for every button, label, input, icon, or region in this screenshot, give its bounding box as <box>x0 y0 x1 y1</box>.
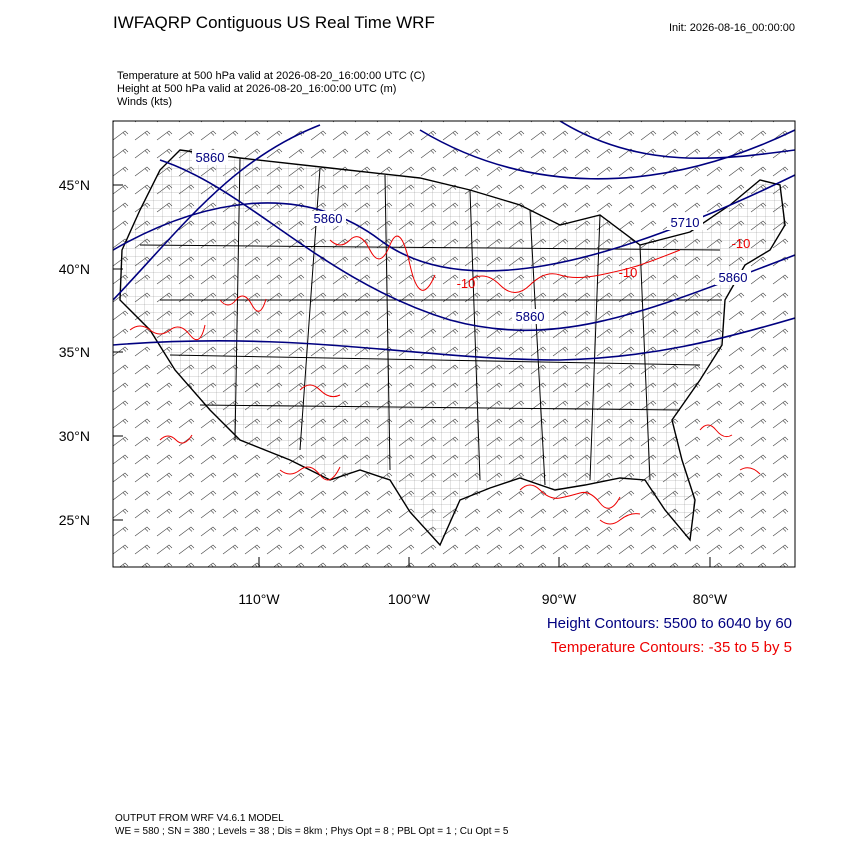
legend-height: Height Contours: 5500 to 6040 by 60 <box>547 615 792 632</box>
lon-label: 110°W <box>238 591 280 607</box>
temperature-contour-label: -10 <box>732 236 751 251</box>
height-contour-label: 5860 <box>196 150 225 165</box>
temperature-contour-label: -10 <box>457 276 476 291</box>
field-description: Temperature at 500 hPa valid at 2026-08-… <box>117 70 425 82</box>
field-description: Winds (kts) <box>117 96 172 108</box>
footer-model: OUTPUT FROM WRF V4.6.1 MODEL <box>115 813 284 824</box>
label-box <box>512 309 548 324</box>
map: 5860 5860 5710 5860 5860 -10 -10 -10 <box>113 121 795 567</box>
legend-temperature: Temperature Contours: -35 to 5 by 5 <box>551 639 792 656</box>
label-box <box>310 211 346 226</box>
footer-settings: WE = 580 ; SN = 380 ; Levels = 38 ; Dis … <box>115 826 509 837</box>
lat-label: 30°N <box>59 428 90 444</box>
label-box <box>667 215 703 230</box>
height-contour-label: 5860 <box>719 270 748 285</box>
height-contour-label: 5860 <box>314 211 343 226</box>
title: IWFAQRP Contiguous US Real Time WRF <box>113 13 435 32</box>
init-time: Init: 2026-08-16_00:00:00 <box>669 22 795 34</box>
height-contour-label: 5710 <box>671 215 700 230</box>
map-frame <box>112 120 796 568</box>
lon-label: 80°W <box>693 591 728 607</box>
height-contour-label: 5860 <box>516 309 545 324</box>
height-contours <box>113 121 795 361</box>
temperature-contours <box>129 235 761 525</box>
label-box <box>715 270 751 285</box>
temperature-contour-label: -10 <box>619 265 638 280</box>
lon-label: 90°W <box>542 591 577 607</box>
lon-label: 100°W <box>388 591 431 607</box>
lat-label: 25°N <box>59 512 90 528</box>
field-description: Height at 500 hPa valid at 2026-08-20_16… <box>117 83 396 95</box>
lat-label: 40°N <box>59 261 90 277</box>
lat-label: 35°N <box>59 344 90 360</box>
lat-label: 45°N <box>59 177 90 193</box>
label-box <box>192 150 228 165</box>
